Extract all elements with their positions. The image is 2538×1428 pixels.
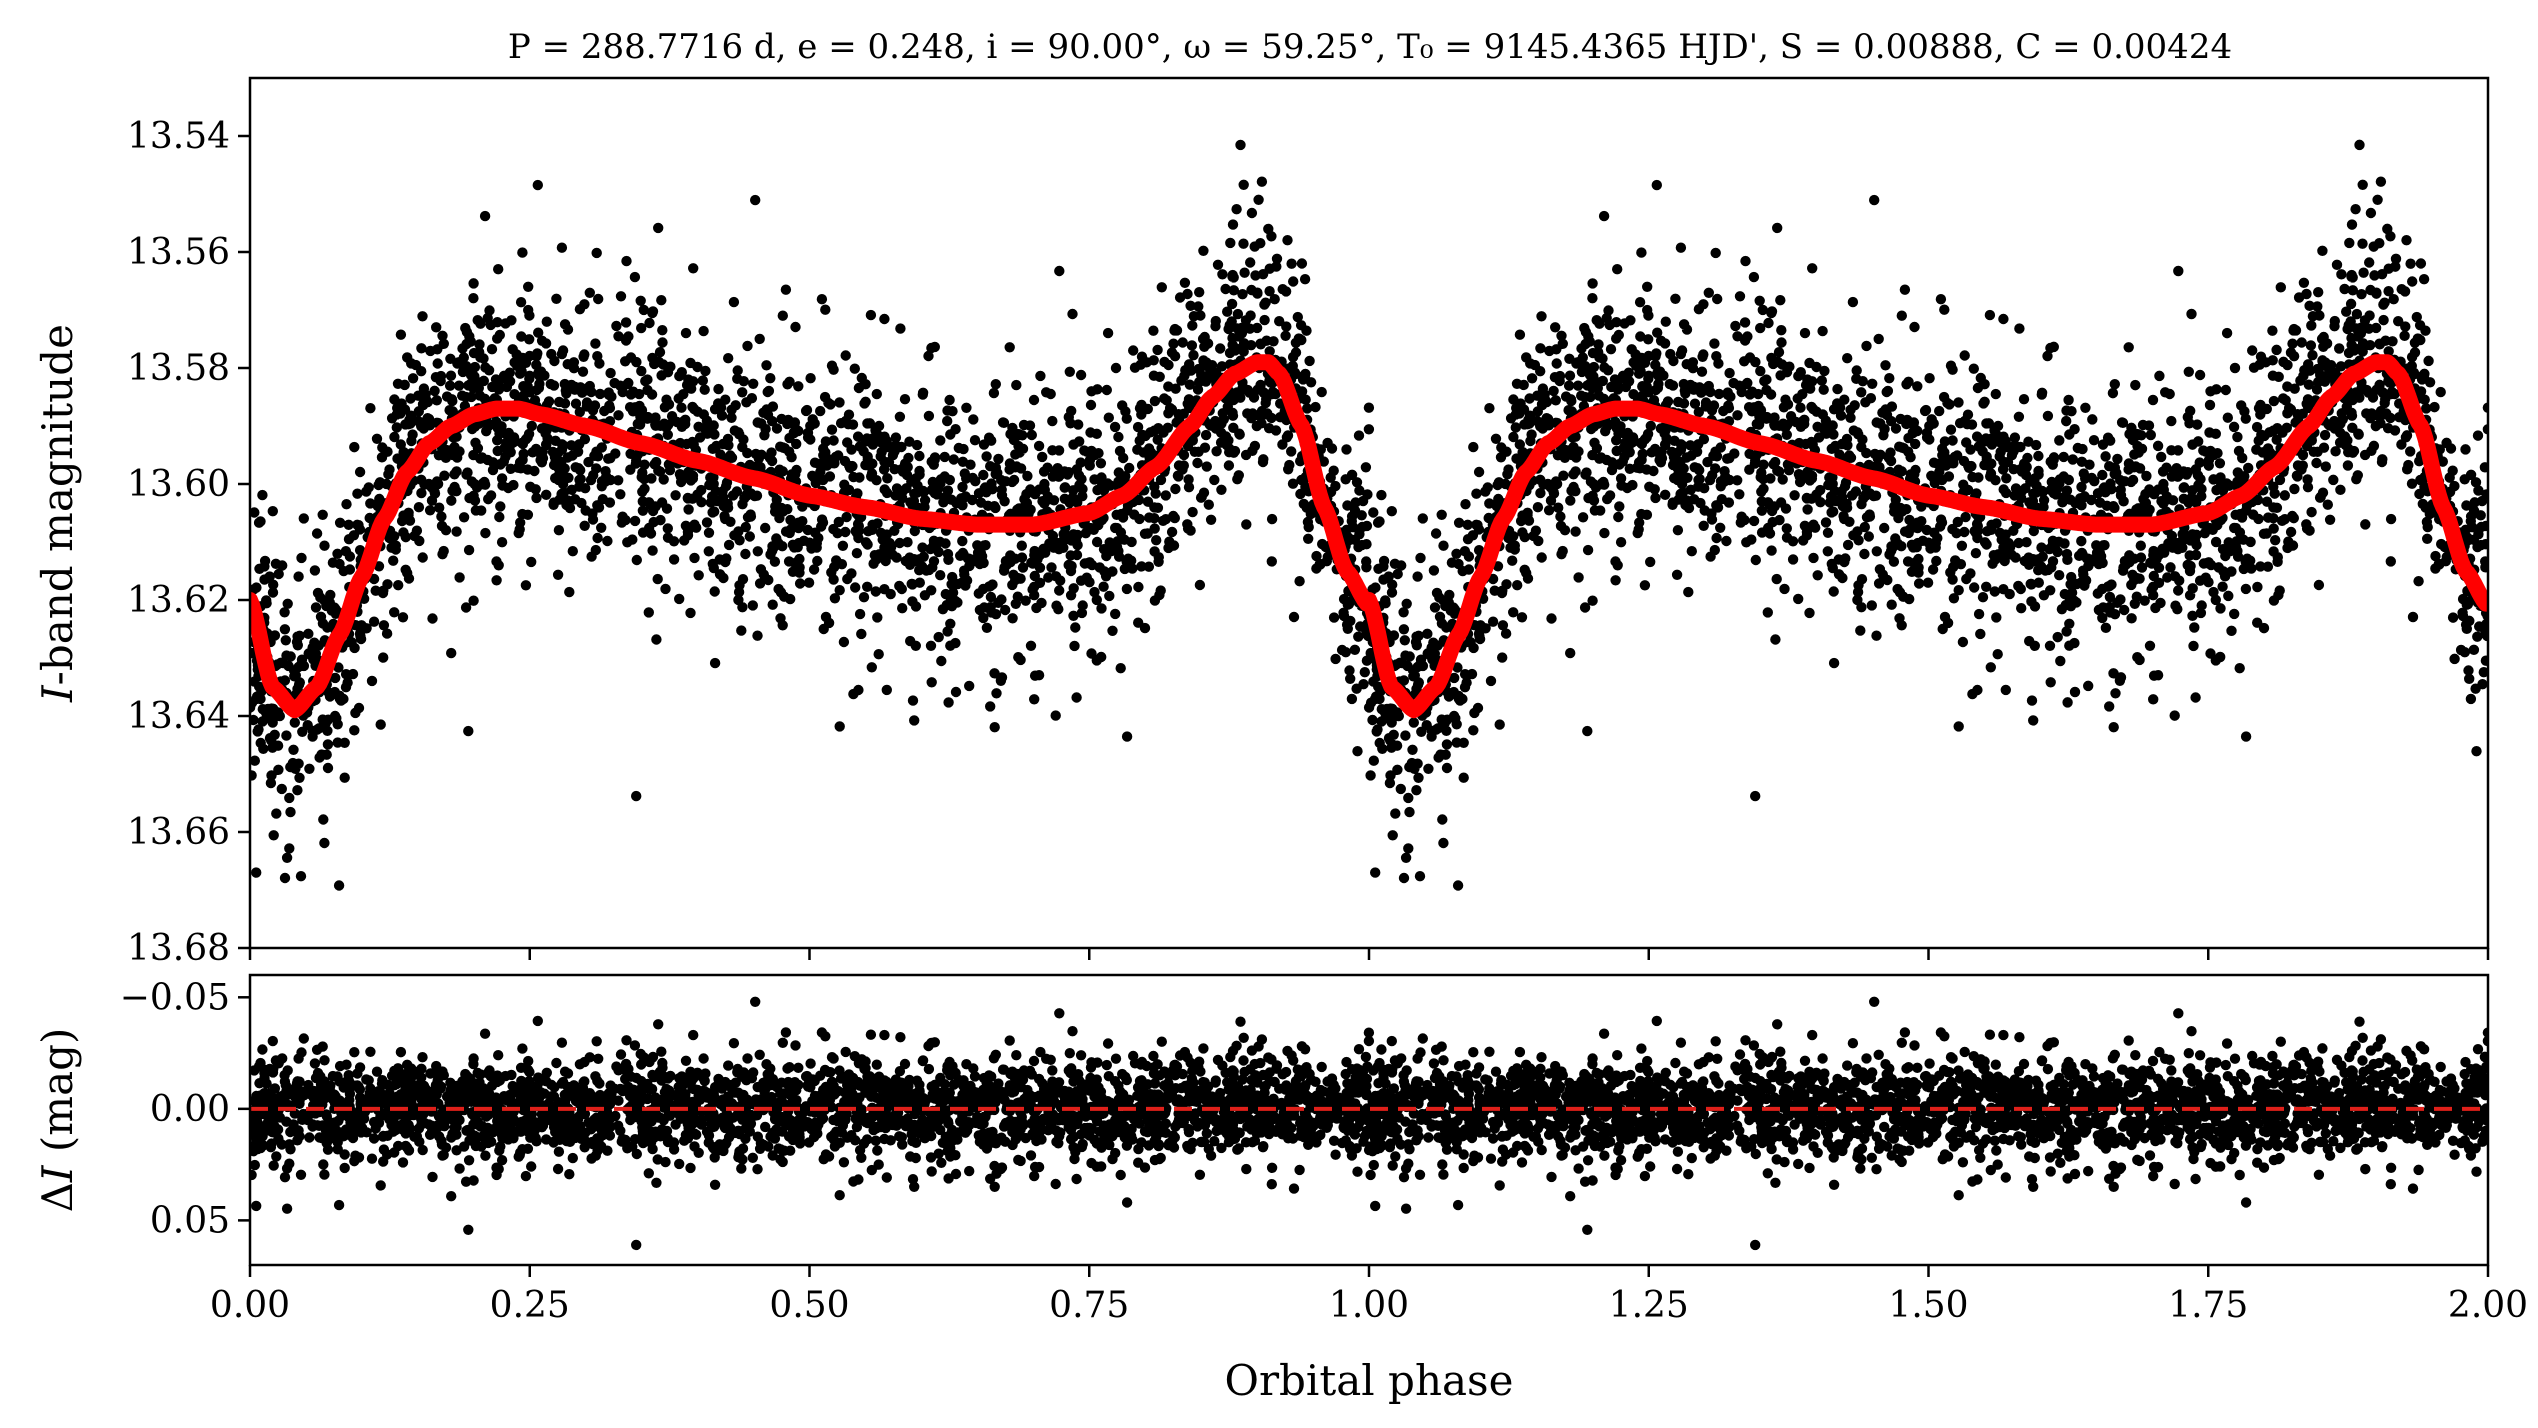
x-tick-label: 0.75 bbox=[1049, 1285, 1129, 1326]
y-tick-label: 13.68 bbox=[127, 928, 230, 969]
chart-title: P = 288.7716 d, e = 0.248, i = 90.00°, ω… bbox=[508, 27, 2232, 67]
observation-dots bbox=[245, 140, 2493, 968]
light-curve-panel: 13.54 13.56 13.58 13.60 13.62 13.64 13.66 13.68… bbox=[33, 78, 2493, 969]
x-tick-label: 0.25 bbox=[490, 1285, 570, 1326]
magnitude-ticks: 13.54 13.56 13.58 13.60 13.62 13.64 13.66 13.68 bbox=[127, 116, 250, 969]
x-tick-label: 1.50 bbox=[1888, 1285, 1968, 1326]
residuals-panel: −0.05 0.00 0.05 0.00 0.25 0.50 0.75 1.00 1.25 1.… bbox=[33, 975, 2528, 1405]
x-tick-label: 0.00 bbox=[210, 1285, 290, 1326]
y-tick-label: 0.05 bbox=[150, 1200, 230, 1241]
x-axis-label: Orbital phase bbox=[1225, 1356, 1514, 1405]
x-tick-label: 1.75 bbox=[2168, 1285, 2248, 1326]
top-phase-ticks bbox=[250, 948, 2488, 960]
y-tick-label: 13.56 bbox=[127, 232, 230, 273]
x-tick-label: 1.25 bbox=[1609, 1285, 1689, 1326]
y-tick-label: 13.66 bbox=[127, 812, 230, 853]
y-tick-label: 13.58 bbox=[127, 348, 230, 389]
x-tick-label: 0.50 bbox=[769, 1285, 849, 1326]
y-tick-label: −0.05 bbox=[120, 977, 230, 1018]
residual-ticks: −0.05 0.00 0.05 bbox=[120, 977, 250, 1241]
x-tick-label: 2.00 bbox=[2448, 1285, 2528, 1326]
y-axis-label-residual: ΔI (mag) bbox=[33, 1028, 82, 1213]
y-axis-label-magnitude: I-band magnitude bbox=[33, 324, 82, 703]
y-tick-label: 13.64 bbox=[127, 696, 230, 737]
y-tick-label: 0.00 bbox=[150, 1089, 230, 1130]
x-tick-label: 1.00 bbox=[1329, 1285, 1409, 1326]
y-tick-label: 13.62 bbox=[127, 580, 230, 621]
observation-points bbox=[245, 140, 2493, 968]
y-tick-label: 13.54 bbox=[127, 116, 230, 157]
y-tick-label: 13.60 bbox=[127, 464, 230, 505]
residual-points bbox=[245, 997, 2493, 1251]
residual-dots bbox=[245, 997, 2493, 1251]
phase-ticks: 0.00 0.25 0.50 0.75 1.00 1.25 1.50 1.75 2.00 bbox=[210, 1265, 2528, 1326]
